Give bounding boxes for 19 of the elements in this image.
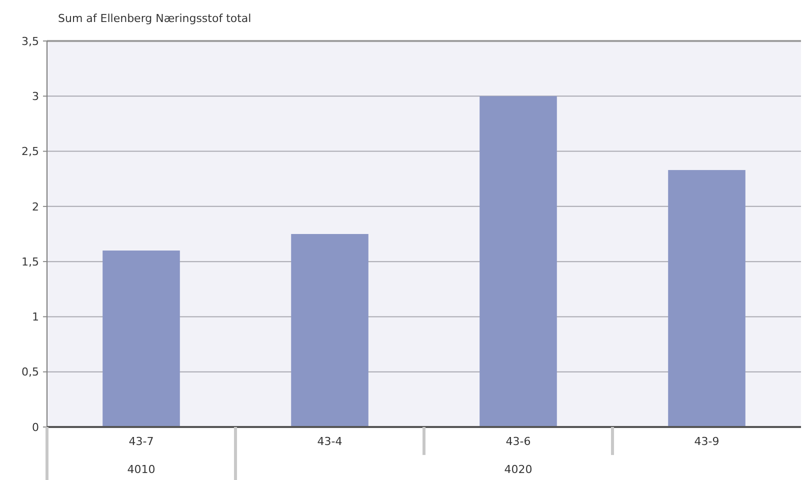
bar	[291, 234, 368, 427]
x-tick-label: 43-9	[694, 435, 720, 448]
y-tick-label: 3	[32, 90, 39, 103]
x-tick-label: 43-6	[506, 435, 531, 448]
y-tick-label: 0	[32, 420, 39, 434]
y-tick-label: 1,5	[22, 255, 39, 268]
x-tick-label: 43-7	[128, 435, 154, 448]
bar	[102, 250, 180, 427]
y-tick-label: 2,5	[22, 145, 39, 158]
bar	[480, 96, 557, 427]
x-tick-label: 43-4	[317, 435, 342, 448]
text: 4020	[504, 463, 532, 476]
chart-title: Sum af Ellenberg Næringsstof total	[58, 12, 252, 25]
y-tick-label: 0,5	[22, 366, 39, 379]
bar	[668, 170, 746, 427]
text: 4010	[127, 463, 156, 476]
y-tick-label: 2	[32, 200, 39, 214]
y-tick-label: 1	[32, 310, 39, 324]
y-tick-label: 3,5	[22, 34, 39, 48]
